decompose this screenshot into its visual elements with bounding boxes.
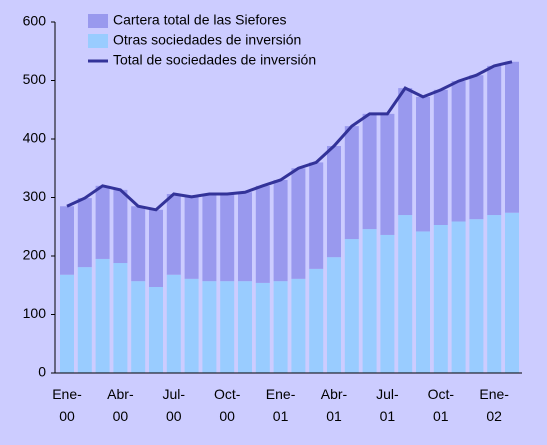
bar — [202, 193, 217, 282]
x-tick-label: Oct-01 — [427, 386, 455, 424]
bar — [433, 89, 448, 225]
bar — [166, 274, 181, 373]
bar — [416, 96, 430, 232]
x-tick-label: Abr-01 — [320, 386, 348, 424]
bar — [398, 215, 413, 373]
bar — [77, 267, 92, 373]
bar — [238, 281, 252, 373]
x-tick-label: Jul-01 — [376, 386, 399, 424]
bar — [131, 206, 146, 282]
bar — [505, 212, 519, 373]
line — [66, 60, 513, 212]
bar — [273, 179, 288, 282]
y-tick-label: 300 — [23, 188, 47, 204]
bar — [327, 257, 341, 373]
bar — [202, 281, 217, 373]
bar — [291, 278, 306, 373]
bar — [77, 198, 92, 268]
bar — [380, 234, 395, 373]
bar — [380, 113, 395, 235]
legend-label: Otras sociedades de inversión — [113, 32, 301, 48]
bar — [166, 193, 181, 275]
bar — [255, 282, 270, 373]
bar — [149, 209, 163, 288]
bar — [487, 65, 502, 216]
x-tick-label: Ene-02 — [479, 386, 509, 424]
x-tick-label: Oct-00 — [213, 386, 241, 424]
bar — [362, 229, 377, 373]
legend-label: Total de sociedades de inversión — [113, 52, 316, 68]
bar — [113, 263, 128, 373]
y-tick-label: 400 — [23, 130, 47, 146]
bar — [344, 126, 359, 240]
y-tick-label: 200 — [23, 247, 47, 263]
legend-swatch — [88, 14, 108, 28]
y-tick-label: 0 — [38, 364, 46, 380]
bar — [309, 162, 324, 269]
bar — [149, 287, 163, 373]
bar — [113, 189, 128, 264]
bar — [344, 239, 359, 373]
bar — [220, 281, 235, 373]
legend-swatch — [88, 34, 108, 48]
bar — [60, 206, 74, 275]
bar — [487, 215, 502, 373]
bar — [184, 196, 199, 279]
bar — [238, 192, 252, 282]
bar — [327, 146, 341, 258]
y-tick-label: 500 — [23, 71, 47, 87]
bar — [398, 88, 413, 216]
bar — [291, 168, 306, 279]
bar — [451, 81, 466, 222]
bar — [416, 231, 430, 373]
bar — [505, 61, 519, 213]
y-tick-label: 100 — [23, 305, 47, 321]
bar — [451, 221, 466, 373]
bar — [469, 75, 484, 220]
bar — [220, 193, 235, 282]
x-tick-label: Ene-00 — [52, 386, 82, 424]
bar — [184, 278, 199, 373]
x-tick-label: Ene-01 — [265, 386, 296, 424]
bar — [131, 281, 146, 373]
x-tick-label: Abr-00 — [107, 386, 134, 424]
y-tick-label: 600 — [23, 13, 47, 29]
x-tick-label: Jul-00 — [162, 386, 186, 424]
bar — [60, 274, 74, 373]
bar — [469, 219, 484, 373]
bar — [362, 113, 377, 230]
bar — [255, 185, 270, 283]
bar — [273, 281, 288, 373]
bar — [309, 268, 324, 373]
bar — [95, 258, 110, 373]
bar — [433, 224, 448, 373]
bar — [95, 185, 110, 259]
legend-label: Cartera total de las Siefores — [113, 12, 287, 28]
